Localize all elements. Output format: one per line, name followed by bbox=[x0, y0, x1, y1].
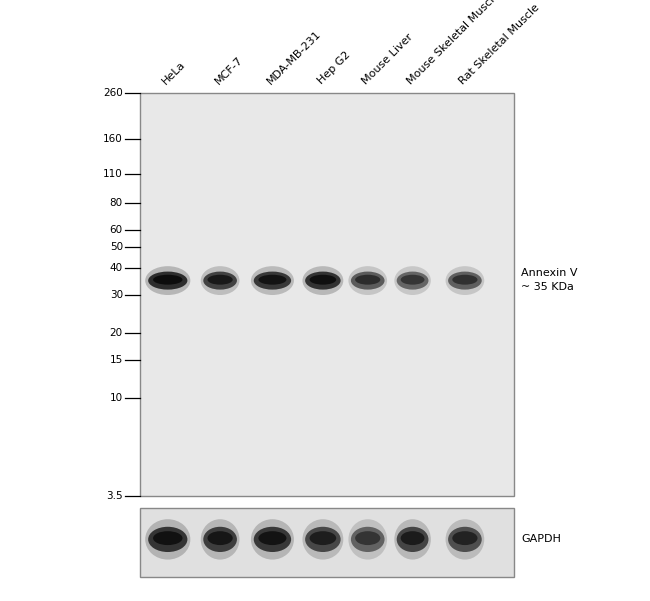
Text: MCF-7: MCF-7 bbox=[213, 54, 245, 86]
Ellipse shape bbox=[251, 266, 294, 295]
Ellipse shape bbox=[148, 272, 187, 290]
Text: ~ 35 KDa: ~ 35 KDa bbox=[521, 282, 574, 291]
Text: 40: 40 bbox=[110, 263, 123, 273]
Text: 60: 60 bbox=[110, 225, 123, 235]
Ellipse shape bbox=[305, 272, 341, 290]
Text: GAPDH: GAPDH bbox=[521, 534, 561, 545]
Text: 3.5: 3.5 bbox=[106, 491, 123, 501]
Ellipse shape bbox=[348, 519, 387, 560]
Ellipse shape bbox=[153, 531, 183, 545]
Ellipse shape bbox=[355, 275, 380, 285]
Text: 10: 10 bbox=[110, 392, 123, 403]
Ellipse shape bbox=[452, 531, 478, 545]
Ellipse shape bbox=[445, 519, 484, 560]
Ellipse shape bbox=[254, 272, 291, 290]
Bar bbox=[140, 93, 514, 496]
Text: Rat Skeletal Muscle: Rat Skeletal Muscle bbox=[458, 2, 542, 86]
Ellipse shape bbox=[309, 531, 336, 545]
Ellipse shape bbox=[452, 275, 478, 285]
Ellipse shape bbox=[302, 519, 343, 560]
Text: 260: 260 bbox=[103, 88, 123, 98]
Text: 30: 30 bbox=[110, 290, 123, 300]
Ellipse shape bbox=[259, 275, 287, 285]
Text: HeLa: HeLa bbox=[161, 59, 188, 86]
Ellipse shape bbox=[207, 531, 233, 545]
Ellipse shape bbox=[400, 531, 424, 545]
Ellipse shape bbox=[309, 275, 336, 285]
Ellipse shape bbox=[207, 275, 233, 285]
Ellipse shape bbox=[355, 531, 380, 545]
Ellipse shape bbox=[448, 526, 482, 552]
Ellipse shape bbox=[302, 266, 343, 295]
Text: Hep G2: Hep G2 bbox=[316, 49, 352, 86]
Bar bbox=[140, 508, 514, 577]
Ellipse shape bbox=[251, 519, 294, 560]
Ellipse shape bbox=[254, 526, 291, 552]
Ellipse shape bbox=[400, 275, 424, 285]
Ellipse shape bbox=[396, 526, 428, 552]
Text: MDA-MB-231: MDA-MB-231 bbox=[265, 28, 323, 86]
Text: 110: 110 bbox=[103, 168, 123, 178]
Ellipse shape bbox=[145, 266, 190, 295]
Ellipse shape bbox=[305, 526, 341, 552]
Ellipse shape bbox=[153, 275, 183, 285]
Text: 160: 160 bbox=[103, 133, 123, 144]
Ellipse shape bbox=[259, 531, 287, 545]
Ellipse shape bbox=[395, 519, 431, 560]
Ellipse shape bbox=[395, 266, 431, 295]
Ellipse shape bbox=[396, 272, 428, 290]
Ellipse shape bbox=[145, 519, 190, 560]
Text: 15: 15 bbox=[110, 355, 123, 365]
Ellipse shape bbox=[148, 526, 187, 552]
Ellipse shape bbox=[203, 526, 237, 552]
Text: Annexin V: Annexin V bbox=[521, 269, 578, 278]
Text: 80: 80 bbox=[110, 198, 123, 209]
Ellipse shape bbox=[348, 266, 387, 295]
Ellipse shape bbox=[445, 266, 484, 295]
Ellipse shape bbox=[201, 519, 239, 560]
Ellipse shape bbox=[201, 266, 239, 295]
Text: Mouse Skeletal Muscle: Mouse Skeletal Muscle bbox=[406, 0, 502, 86]
Ellipse shape bbox=[448, 272, 482, 290]
Text: 50: 50 bbox=[110, 242, 123, 252]
Ellipse shape bbox=[351, 272, 385, 290]
Ellipse shape bbox=[203, 272, 237, 290]
Ellipse shape bbox=[351, 526, 385, 552]
Text: 20: 20 bbox=[110, 328, 123, 338]
Text: Mouse Liver: Mouse Liver bbox=[361, 31, 415, 86]
